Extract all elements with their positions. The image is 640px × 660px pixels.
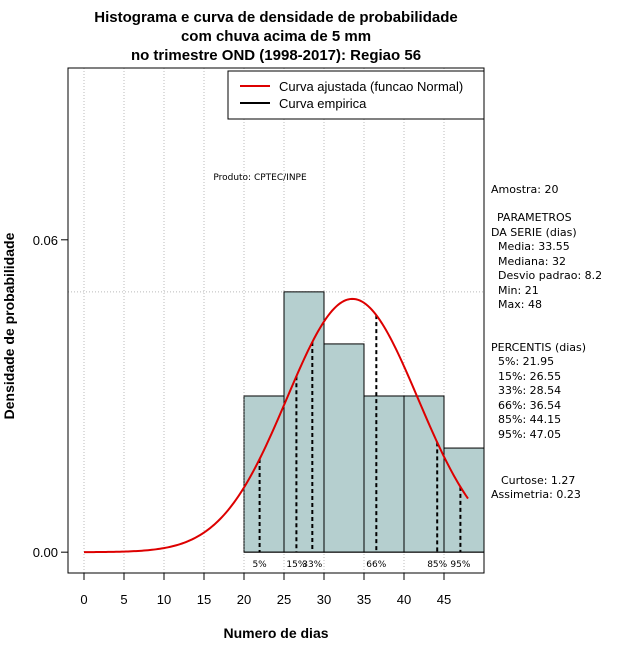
histogram-bars (243, 291, 485, 553)
y-axis-title: Densidade de probabilidade (1, 232, 17, 419)
legend-box (227, 70, 485, 120)
stat-assimetria: Assimetria: 0.23 (491, 488, 581, 501)
x-tick-label: 35 (357, 592, 371, 607)
title-line-3: no trimestre OND (1998-2017): Regiao 56 (131, 47, 421, 64)
title-line-2: com chuva acima de 5 mm (181, 28, 371, 45)
x-tick-label: 40 (397, 592, 411, 607)
legend: Curva ajustada (funcao Normal) Curva emp… (227, 70, 485, 120)
title-line-1: Histograma e curva de densidade de proba… (94, 9, 457, 26)
percentile-label: 15% (286, 560, 306, 570)
x-tick-label: 15 (197, 592, 211, 607)
histogram-bar (283, 291, 325, 553)
x-tick-label: 30 (317, 592, 331, 607)
legend-fitted-label: Curva ajustada (funcao Normal) (279, 79, 463, 94)
stat-curtose: Curtose: 1.27 (501, 474, 575, 487)
histogram-bar (443, 447, 485, 553)
axes: 0 5 10 15 20 25 30 35 40 45 0.00 0.06 (33, 233, 452, 607)
stat-p33: 33%: 28.54 (498, 384, 561, 397)
legend-empirical-label: Curva empirica (279, 96, 367, 111)
stat-p5: 5%: 21.95 (498, 355, 554, 368)
stat-param-header-2: DA SERIE (dias) (491, 226, 577, 239)
normal-curve (83, 297, 469, 554)
x-tick-label: 0 (80, 592, 87, 607)
histogram-bar (363, 395, 405, 553)
stat-max: Max: 48 (498, 298, 542, 311)
percentile-label: 66% (366, 560, 386, 570)
percentile-label: 5% (252, 560, 267, 570)
percentile-label: 33% (302, 560, 322, 570)
x-tick-label: 10 (157, 592, 171, 607)
stat-p85: 85%: 44.15 (498, 413, 561, 426)
stat-desvio: Desvio padrao: 8.2 (498, 269, 602, 282)
stat-p95: 95%: 47.05 (498, 428, 561, 441)
y-tick-label: 0.00 (33, 545, 58, 560)
stat-mediana: Mediana: 32 (498, 255, 566, 268)
y-tick-label: 0.06 (33, 233, 58, 248)
x-tick-label: 45 (437, 592, 451, 607)
stat-media: Media: 33.55 (498, 240, 570, 253)
x-tick-label: 5 (120, 592, 127, 607)
histogram-bar (323, 343, 365, 553)
x-tick-label: 20 (237, 592, 251, 607)
x-axis-title: Numero de dias (223, 625, 328, 641)
percentile-lines: 5% 15%33% 66% 85% 95% (252, 315, 471, 570)
percentile-label: 85% (427, 560, 447, 570)
x-tick-label: 25 (277, 592, 291, 607)
percentile-label: 95% (450, 560, 470, 570)
normal-curve-line (83, 297, 469, 554)
product-annotation: Produto: CPTEC/INPE (213, 173, 307, 183)
stat-param-header-1: PARAMETROS (497, 211, 572, 224)
stats-panel: Amostra: 20 PARAMETROS DA SERIE (dias) M… (491, 183, 602, 501)
stat-amostra: Amostra: 20 (491, 183, 558, 196)
stat-p66: 66%: 36.54 (498, 399, 561, 412)
chart-title: Histograma e curva de densidade de proba… (94, 9, 457, 64)
stat-percentis-header: PERCENTIS (dias) (491, 341, 586, 354)
stat-p15: 15%: 26.55 (498, 370, 561, 383)
stat-min: Min: 21 (498, 284, 539, 297)
